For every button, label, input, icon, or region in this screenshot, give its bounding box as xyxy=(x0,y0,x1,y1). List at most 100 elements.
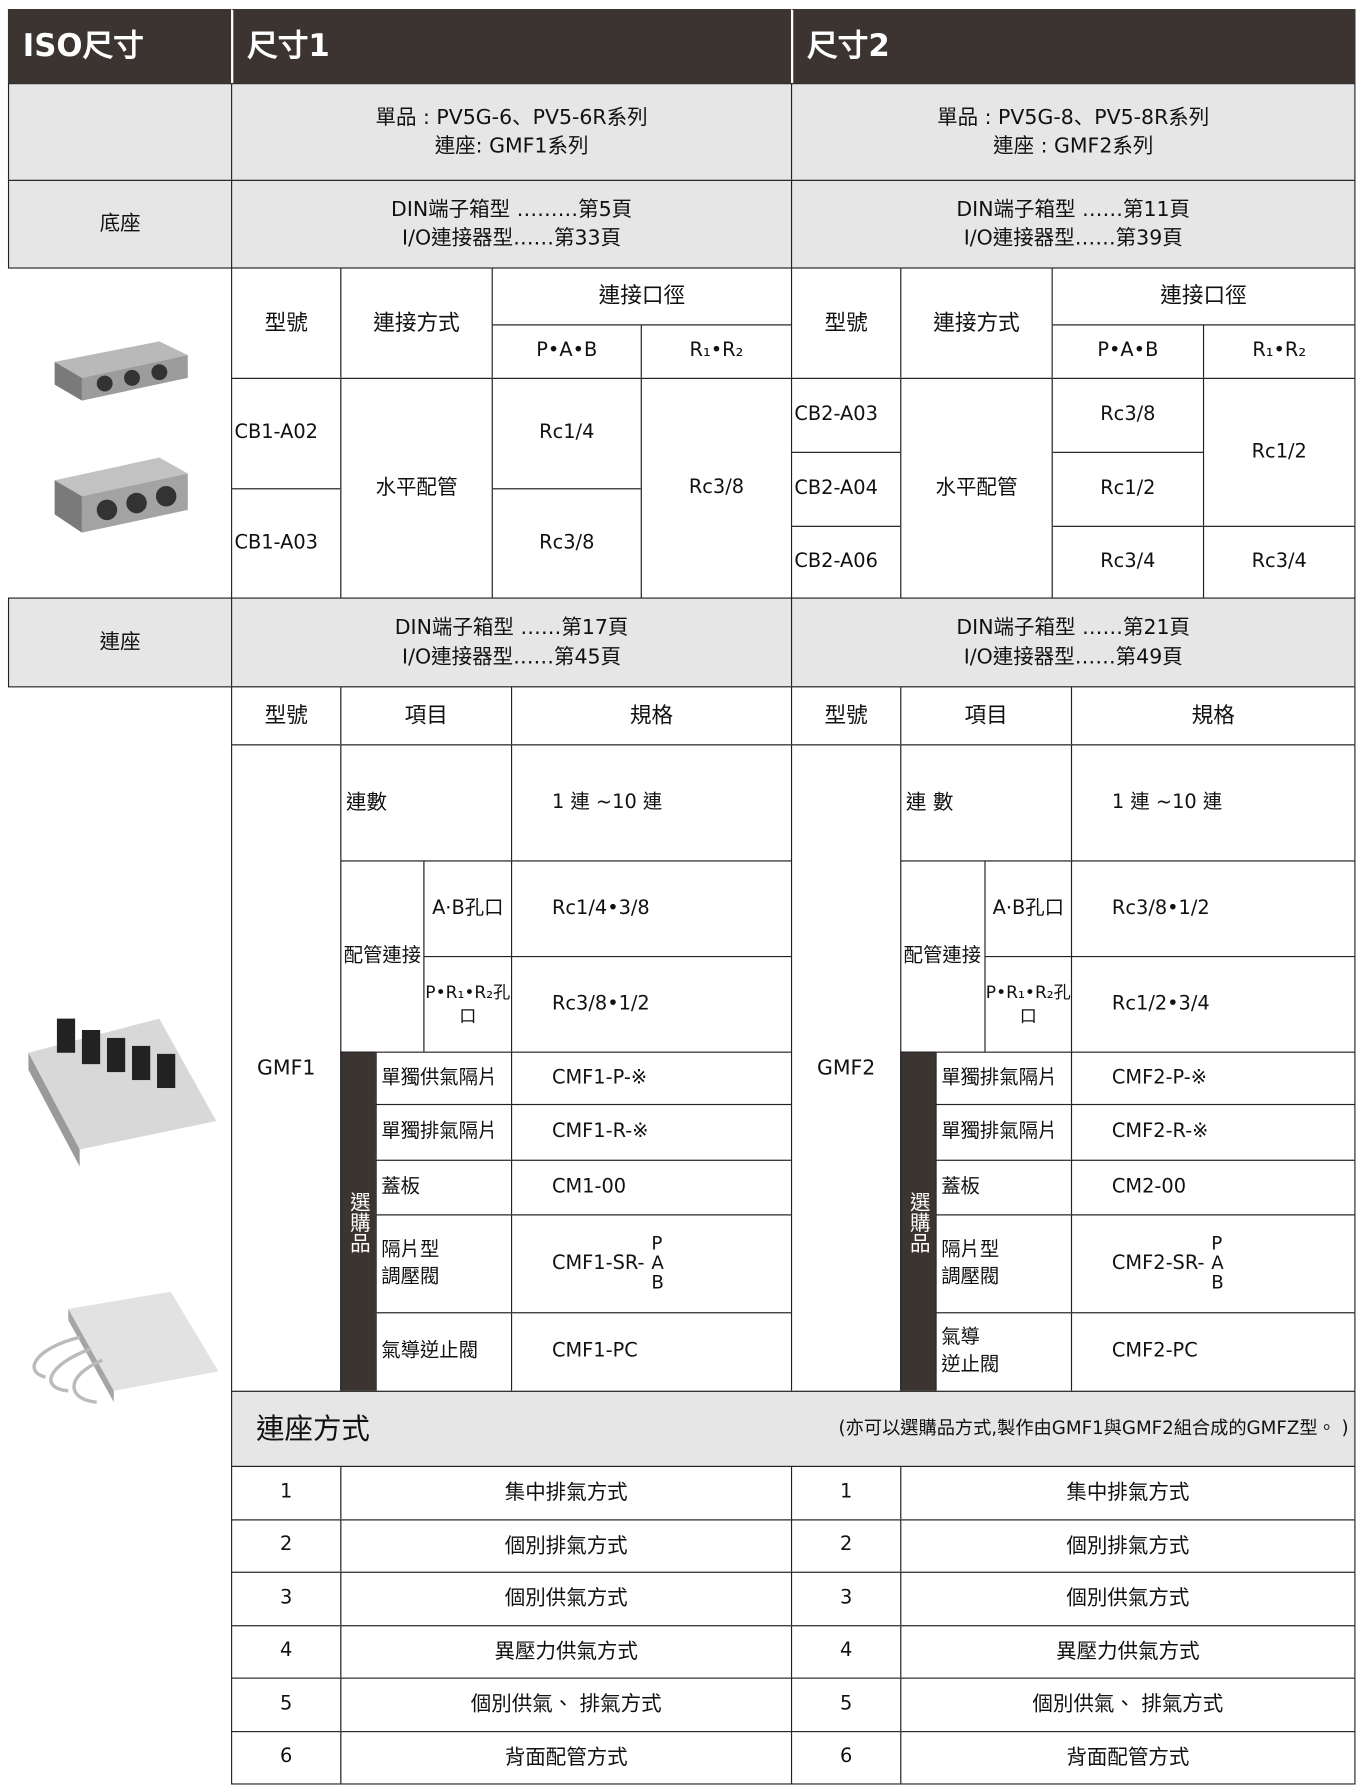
column-header: 規格 xyxy=(511,686,793,746)
method-name: 個別供氣、 排氣方式 xyxy=(340,1677,793,1732)
column-header: 連接口徑 xyxy=(491,267,793,326)
method-number: 5 xyxy=(790,1677,902,1732)
text-line: 調壓閥 xyxy=(941,1264,1000,1288)
option-item: 氣導逆止閥 xyxy=(375,1312,513,1392)
port-size: Rc3/8 xyxy=(640,377,793,599)
page-ref: DIN端子箱型 ……第11頁 I/O連接器型……第39頁 xyxy=(790,179,1356,269)
option-spec: CMF2-PC xyxy=(1070,1312,1356,1392)
text-line: DIN端子箱型 ……第17頁 xyxy=(394,616,629,640)
item: P•R₁•R₂孔口 xyxy=(423,956,513,1053)
option-item: 單獨供氣隔片 xyxy=(375,1051,513,1106)
option-item: 單獨排氣隔片 xyxy=(375,1103,513,1161)
item: A·B孔口 xyxy=(423,860,513,958)
manifold-photo xyxy=(28,1018,217,1167)
text-line: 連座: GMF1系列 xyxy=(434,134,589,159)
section-label: 連座 xyxy=(7,597,233,688)
method-name: 背面配管方式 xyxy=(340,1730,793,1785)
column-header: P•A•B xyxy=(491,324,642,379)
text-line: I/O連接器型……第39頁 xyxy=(963,226,1183,251)
column-header: 規格 xyxy=(1070,686,1356,746)
method-name: 異壓力供氣方式 xyxy=(340,1624,793,1679)
method-name: 背面配管方式 xyxy=(900,1730,1356,1785)
text-line: DIN端子箱型 ……第21頁 xyxy=(956,616,1191,640)
variant: P xyxy=(1211,1232,1223,1255)
spec: Rc1/2•3/4 xyxy=(1070,956,1356,1053)
variant: A xyxy=(651,1252,664,1274)
text-line: 隔片型 xyxy=(941,1237,1000,1261)
text-line: 逆止閥 xyxy=(941,1353,1000,1376)
product-photos xyxy=(28,341,219,1404)
port-size: Rc3/4 xyxy=(1202,525,1356,599)
text-line: 調壓閥 xyxy=(381,1264,440,1288)
model: GMF1 xyxy=(231,744,342,1392)
method-name: 集中排氣方式 xyxy=(340,1465,793,1520)
text-line: 氣導 xyxy=(941,1326,980,1349)
model: CB1-A02 xyxy=(231,377,342,490)
option-spec: CMF1-SR- P A B xyxy=(511,1214,793,1314)
page-ref: DIN端子箱型 ………第5頁 I/O連接器型……第33頁 xyxy=(231,179,793,269)
base-photo xyxy=(54,457,188,533)
text-line: 單品 : PV5G-6、PV5-6R系列 xyxy=(375,105,648,130)
item: A·B孔口 xyxy=(984,860,1073,958)
column-header: 項目 xyxy=(900,686,1073,746)
model: CB2-A03 xyxy=(790,377,902,453)
text-line: 單品 : PV5G-8、PV5-8R系列 xyxy=(937,105,1210,130)
option-item: 隔片型 調壓閥 xyxy=(935,1214,1073,1314)
column-header: 項目 xyxy=(340,686,513,746)
method-number: 5 xyxy=(231,1677,342,1732)
base-photo xyxy=(54,341,188,401)
item: P•R₁•R₂孔口 xyxy=(984,956,1073,1053)
header-cell: 尺寸1 xyxy=(231,9,793,85)
variant: B xyxy=(1211,1271,1224,1293)
method-name: 個別排氣方式 xyxy=(900,1518,1356,1573)
item-group: 配管連接 xyxy=(340,860,425,1053)
option-spec: CMF1-PC xyxy=(511,1312,793,1392)
page-ref: DIN端子箱型 ……第17頁 I/O連接器型……第45頁 xyxy=(231,597,793,688)
column-header: R₁•R₂ xyxy=(1202,324,1356,379)
model: CB2-A04 xyxy=(790,451,902,527)
spec: Rc1/4•3/8 xyxy=(511,860,793,958)
option-item: 單獨排氣隔片 xyxy=(935,1103,1073,1161)
options-label: 選購品 xyxy=(340,1051,377,1392)
spec: 1 連 ~10 連 xyxy=(1070,744,1356,862)
method-number: 3 xyxy=(231,1571,342,1626)
option-spec: CM2-00 xyxy=(1070,1159,1356,1216)
method-number: 2 xyxy=(231,1518,342,1573)
text-line: CMF1-SR- xyxy=(551,1251,645,1275)
cell-content: 隔片型 調壓閥 xyxy=(941,1237,999,1291)
text-line: DIN端子箱型 ……第11頁 xyxy=(956,197,1191,222)
cell-content: CMF1-SR- P A B xyxy=(551,1234,664,1293)
cell-content: 隔片型 調壓閥 xyxy=(381,1237,439,1291)
item-group: 配管連接 xyxy=(900,860,986,1053)
methods-note: (亦可以選購品方式,製作由GMF1與GMF2組合成的GMFZ型。 ) xyxy=(838,1417,1349,1439)
port-size: Rc1/4 xyxy=(491,377,642,490)
header-cell: 尺寸2 xyxy=(790,9,1356,85)
method-number: 3 xyxy=(790,1571,902,1626)
item: 連數 xyxy=(340,744,513,862)
option-item: 氣導逆止閥 xyxy=(935,1312,1073,1392)
label-cell xyxy=(7,83,233,181)
page-ref: DIN端子箱型 ……第21頁 I/O連接器型……第49頁 xyxy=(790,597,1356,688)
port-size: Rc1/2 xyxy=(1202,377,1356,527)
option-item: 隔片型 調壓閥 xyxy=(375,1214,513,1314)
text-line: I/O連接器型……第33頁 xyxy=(402,226,622,251)
cell-content: 氣導 逆止閥 xyxy=(941,1325,999,1379)
cell-content: DIN端子箱型 ……第21頁 I/O連接器型……第49頁 xyxy=(956,614,1190,671)
connection: 水平配管 xyxy=(340,377,493,599)
column-header: P•A•B xyxy=(1051,324,1205,379)
option-item: 蓋板 xyxy=(935,1159,1073,1216)
model: CB2-A06 xyxy=(790,525,902,599)
column-header: 連接口徑 xyxy=(1051,267,1356,326)
cell-content: DIN端子箱型 ……第17頁 I/O連接器型……第45頁 xyxy=(395,614,629,671)
text-line: I/O連接器型……第49頁 xyxy=(963,644,1183,669)
variant: B xyxy=(651,1271,664,1293)
cell-content: 單品 : PV5G-6、PV5-6R系列 連座: GMF1系列 xyxy=(376,103,648,160)
option-spec: CMF2-SR- P A B xyxy=(1070,1214,1356,1314)
text-line: DIN端子箱型 ………第5頁 xyxy=(391,197,633,222)
method-name: 異壓力供氣方式 xyxy=(900,1624,1356,1679)
option-item: 蓋板 xyxy=(375,1159,513,1216)
